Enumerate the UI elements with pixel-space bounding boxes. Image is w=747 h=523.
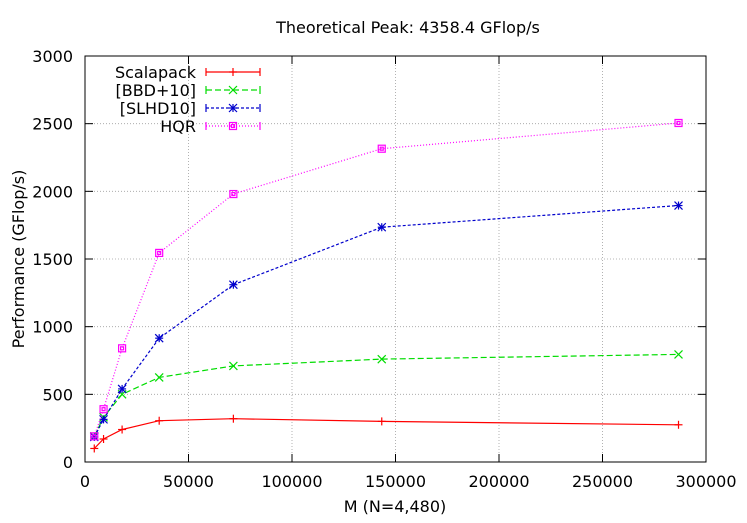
y-tick-label: 3000	[32, 47, 73, 66]
x-tick-label: 150000	[365, 472, 426, 491]
data-point	[117, 344, 127, 353]
data-point	[154, 333, 164, 343]
y-tick-label: 1500	[32, 250, 73, 269]
plot-frame	[84, 55, 707, 463]
y-axis-label: Performance (GFlop/s)	[9, 170, 28, 349]
series-line	[93, 204, 679, 438]
data-point	[377, 417, 386, 426]
x-tick-label: 300000	[675, 472, 736, 491]
data-point	[674, 349, 683, 359]
y-tick-label: 1000	[32, 318, 73, 337]
data-point	[377, 144, 386, 153]
data-point	[228, 361, 238, 371]
x-axis-label: M (N=4,480)	[344, 497, 447, 516]
data-point	[674, 420, 683, 429]
data-point	[229, 414, 238, 423]
data-point	[118, 425, 127, 434]
data-point	[99, 414, 108, 424]
x-tick-label: 250000	[572, 472, 633, 491]
x-tick-label: 200000	[468, 472, 529, 491]
data-point	[155, 416, 164, 425]
legend-label: [SLHD10]	[120, 99, 196, 118]
legend-label: Scalapack	[115, 63, 197, 82]
data-point	[99, 434, 108, 443]
data-point	[154, 372, 164, 382]
x-tick-label: 50000	[163, 472, 214, 491]
chart-title: Theoretical Peak: 4358.4 GFlop/s	[275, 18, 540, 37]
y-tick-label: 0	[63, 453, 73, 472]
legend-label: [BBD+10]	[115, 81, 196, 100]
data-point	[90, 432, 99, 441]
x-tick-label: 100000	[261, 472, 322, 491]
y-tick-label: 2500	[32, 115, 73, 134]
series-bbd-10	[89, 349, 683, 441]
data-point	[229, 189, 238, 199]
data-point	[228, 280, 238, 290]
legend-label: HQR	[160, 117, 196, 136]
data-point	[674, 201, 683, 210]
data-point	[117, 384, 127, 394]
legend-marker	[228, 85, 238, 95]
data-point	[674, 118, 683, 128]
axis-ticks: 0 50000 100000 150000 200000 250000 300000 0 500…	[32, 47, 736, 491]
data-point	[155, 248, 164, 258]
series-hqr	[90, 118, 683, 441]
y-tick-label: 2000	[32, 182, 73, 201]
legend-marker	[228, 121, 238, 131]
data-point	[90, 444, 99, 453]
data-point	[99, 405, 108, 414]
y-tick-label: 500	[42, 385, 73, 404]
series-line	[93, 122, 679, 437]
data-point	[377, 354, 387, 364]
series-scalapack	[90, 414, 683, 453]
series-layer	[89, 118, 683, 453]
legend-marker	[228, 103, 238, 113]
x-tick-label: 0	[80, 472, 90, 491]
legend-marker	[229, 68, 237, 76]
series-line	[93, 418, 679, 449]
series-slhd10	[89, 201, 683, 442]
legend: Scalapack[BBD+10][SLHD10]HQR	[115, 63, 261, 136]
data-point	[377, 222, 387, 232]
